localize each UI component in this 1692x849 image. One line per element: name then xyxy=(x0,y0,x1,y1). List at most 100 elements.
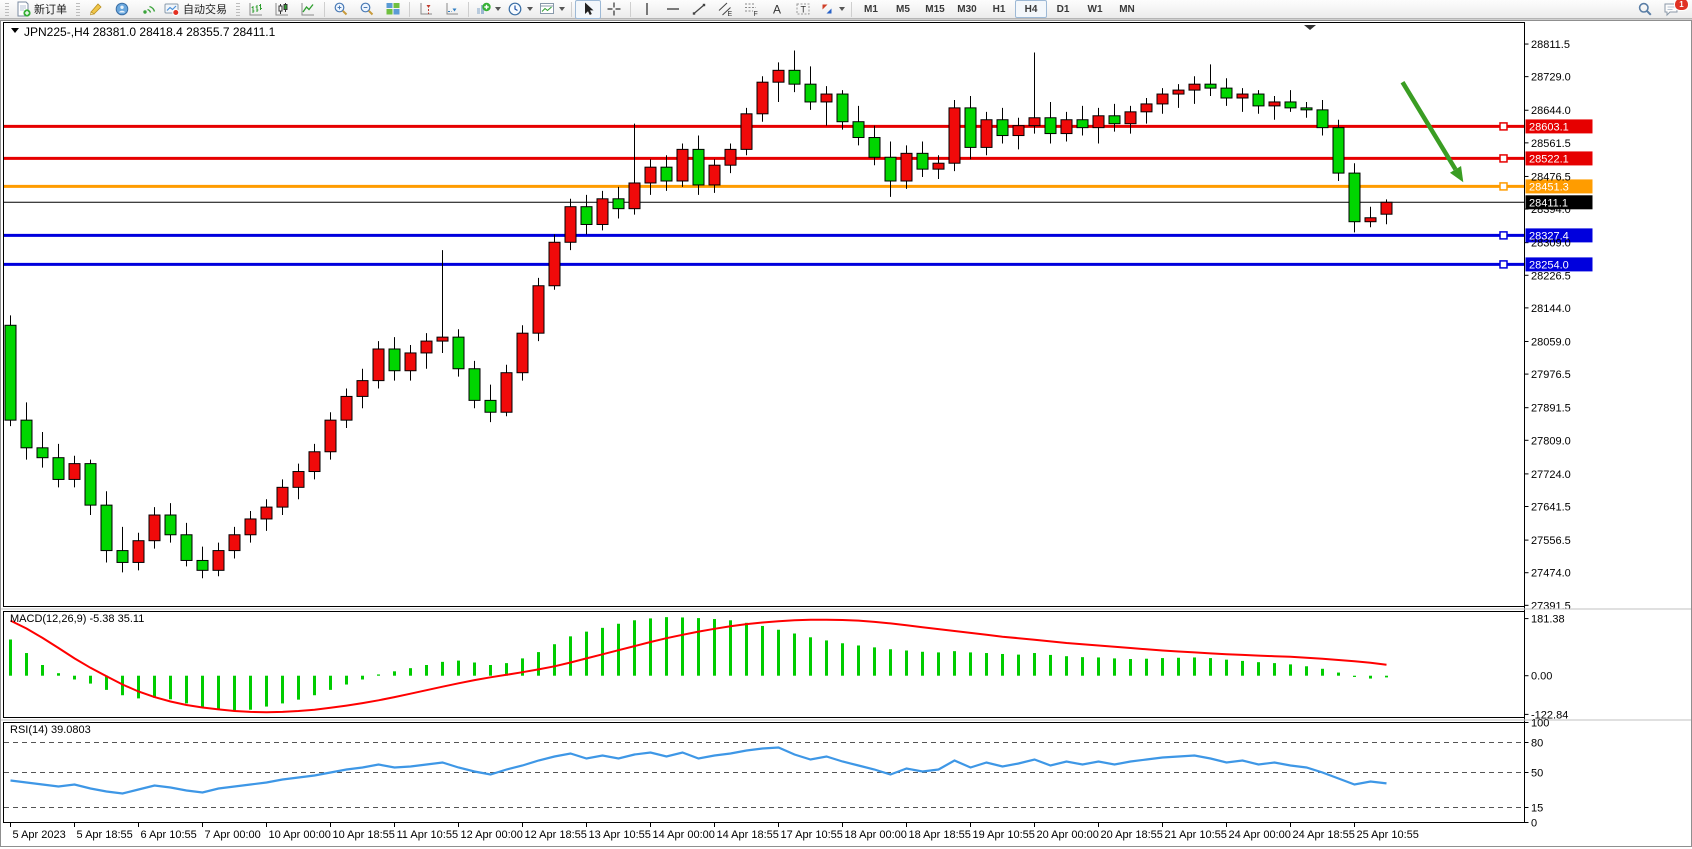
time-tick-label: 21 Apr 10:55 xyxy=(1165,829,1227,841)
toolbar-separator xyxy=(571,1,572,17)
candle-body xyxy=(660,166,673,182)
macd-tick-label: -122.84 xyxy=(1531,709,1568,721)
vertical-line-button[interactable] xyxy=(634,0,660,19)
dropdown-caret-icon xyxy=(559,7,565,11)
candle-body xyxy=(996,119,1009,137)
candle-body xyxy=(1284,101,1297,109)
annotation-arrow[interactable] xyxy=(1400,81,1464,183)
candle-body xyxy=(516,332,529,374)
text-label-button[interactable]: T xyxy=(790,0,816,19)
candle-body xyxy=(196,559,209,571)
indicators-button[interactable] xyxy=(472,0,504,19)
dropdown-caret-icon xyxy=(839,7,845,11)
zoom-out-button[interactable] xyxy=(354,0,380,19)
svg-text:28603.1: 28603.1 xyxy=(1529,121,1569,133)
search-button[interactable] xyxy=(1632,0,1658,19)
rsi-pane[interactable] xyxy=(3,722,1525,823)
hline-handle[interactable] xyxy=(1499,154,1508,163)
publisher-button[interactable] xyxy=(109,0,135,19)
tile-windows-button[interactable] xyxy=(380,0,406,19)
fibonacci-button[interactable]: F xyxy=(738,0,764,19)
rsi-tick-label: 0 xyxy=(1531,818,1537,830)
candle-body xyxy=(372,348,385,382)
line-chart-button[interactable] xyxy=(295,0,321,19)
macd-pane[interactable] xyxy=(3,611,1525,718)
rsi-tick-label: 50 xyxy=(1531,768,1543,780)
timeframe-button-m5[interactable]: M5 xyxy=(896,3,910,15)
candle-body xyxy=(932,162,945,170)
new-order-button[interactable]: 新订单 xyxy=(12,0,73,19)
candle-body xyxy=(948,107,961,164)
candle-body xyxy=(148,514,161,542)
time-tick-label: 19 Apr 10:55 xyxy=(973,829,1035,841)
text-button[interactable]: A xyxy=(764,0,790,19)
trendline-button[interactable] xyxy=(686,0,712,19)
hline-handle[interactable] xyxy=(1499,182,1508,191)
candlestick-chart-button[interactable] xyxy=(269,0,295,19)
dropdown-caret-icon xyxy=(527,7,533,11)
timeframe-button-h4[interactable]: H4 xyxy=(1015,0,1047,18)
price-tick-label: 28811.5 xyxy=(1531,39,1570,51)
timeframe-button-m15[interactable]: M15 xyxy=(925,3,945,15)
hline-handle[interactable] xyxy=(1499,231,1508,240)
signals-button[interactable] xyxy=(135,0,161,19)
chart-title: JPN225-,H4 28381.0 28418.4 28355.7 28411… xyxy=(24,25,276,39)
candle-body xyxy=(52,457,65,480)
templates-button[interactable] xyxy=(536,0,568,19)
arrows-button[interactable] xyxy=(816,0,848,19)
svg-text:28411.1: 28411.1 xyxy=(1529,197,1568,209)
svg-text:E: E xyxy=(728,11,733,17)
time-tick-label: 24 Apr 18:55 xyxy=(1293,829,1355,841)
candle-body xyxy=(596,198,609,225)
candle-body xyxy=(852,121,865,139)
candle-body xyxy=(644,166,657,184)
bar-chart-button[interactable] xyxy=(243,0,269,19)
cursor-button[interactable] xyxy=(575,0,601,19)
chat-button[interactable]: 1 xyxy=(1658,0,1689,19)
candle-body xyxy=(548,241,561,287)
timeframe-button-d1[interactable]: D1 xyxy=(1056,3,1070,15)
indicators-plus-icon xyxy=(475,1,491,17)
candle-body xyxy=(132,540,145,563)
price-tick-label: 28476.5 xyxy=(1531,171,1571,183)
candle-body xyxy=(1188,83,1201,91)
chart-shift-button[interactable] xyxy=(413,0,439,19)
horizontal-line-icon xyxy=(665,1,681,17)
horizontal-line-button[interactable] xyxy=(660,0,686,19)
candle-body xyxy=(580,206,593,225)
periods-button[interactable] xyxy=(504,0,536,19)
candle-body xyxy=(708,164,721,186)
crosshair-button[interactable] xyxy=(601,0,627,19)
timeframe-button-mn[interactable]: MN xyxy=(1119,3,1135,15)
timeframe-button-m1[interactable]: M1 xyxy=(864,3,878,15)
hline-handle[interactable] xyxy=(1499,260,1508,269)
chart-canvas[interactable]: JPN225-,H4 28381.0 28418.4 28355.7 28411… xyxy=(0,20,1692,849)
equidistant-channel-button[interactable]: E xyxy=(712,0,738,19)
candle-body xyxy=(1236,93,1249,99)
timeframe-button-w1[interactable]: W1 xyxy=(1087,3,1103,15)
scroll-position-marker-icon[interactable] xyxy=(1304,25,1316,30)
price-badge-28603.1 xyxy=(1525,119,1593,134)
price-tick-label: 28226.5 xyxy=(1531,270,1571,282)
time-tick-label: 17 Apr 10:55 xyxy=(781,829,843,841)
symbol-menu-triangle-icon[interactable] xyxy=(11,28,19,33)
trendline-icon xyxy=(691,1,707,17)
time-tick-label: 20 Apr 18:55 xyxy=(1101,829,1163,841)
hline-handle[interactable] xyxy=(1499,122,1508,131)
autotrading-button[interactable]: 自动交易 xyxy=(161,0,233,19)
main-price-pane[interactable] xyxy=(4,50,1525,579)
auto-scroll-button[interactable] xyxy=(439,0,465,19)
time-tick-label: 10 Apr 00:00 xyxy=(269,829,331,841)
zoom-in-button[interactable] xyxy=(328,0,354,19)
toolbar-separator xyxy=(409,1,410,17)
time-axis[interactable] xyxy=(10,822,1355,828)
timeframe-button-m30[interactable]: M30 xyxy=(957,3,977,15)
price-axis[interactable] xyxy=(1524,22,1593,823)
candle-body xyxy=(916,152,929,170)
candle-body xyxy=(228,534,241,552)
timeframe-button-h1[interactable]: H1 xyxy=(992,3,1006,15)
styler-button[interactable] xyxy=(83,0,109,19)
price-badge-28327.4 xyxy=(1525,228,1593,243)
time-tick-label: 14 Apr 18:55 xyxy=(717,829,779,841)
candle-body xyxy=(1380,201,1393,215)
